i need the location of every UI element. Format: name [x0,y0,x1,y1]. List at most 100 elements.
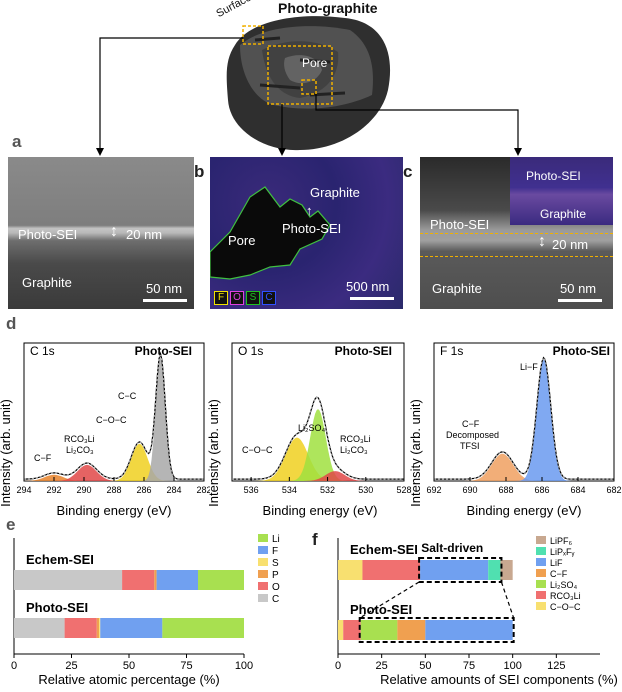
xtick-label-2: 50 [123,660,135,672]
legend-s: S [246,291,260,305]
ylabel-c1s: Intensity (arb. unit) [0,399,13,507]
arrow-b: ↑ [306,203,313,218]
peak-2 [232,471,404,481]
xlabel-f1s: Binding energy (eV) [467,503,582,518]
xlabel-c1s: Binding energy (eV) [57,503,172,518]
bar-1-F [100,618,163,638]
element-legend: F O S C [214,291,276,305]
bar-1-S [99,618,101,638]
bar-0-Li [198,570,244,590]
annot-cc: C−C [118,391,137,401]
xtick-label-0: 692 [426,485,441,495]
salt-driven-label: Salt-driven [421,541,483,555]
xps-chart-f1s: Intensity (arb. unit) 692 690 688 686 684 682… [410,342,622,518]
tag-o1s: Photo-SEI [335,344,392,358]
bar-1-C−F [397,620,426,640]
category-label-0: Echem-SEI [350,542,418,557]
xtick-label-2: 532 [320,485,335,495]
bar-1-C−O−C [338,620,344,640]
xps-plot-f1s: 692 690 688 686 684 682 [426,342,622,495]
photo-sei-label-b: Photo-SEI [282,221,342,236]
legend-o: O [230,291,244,305]
xtick-label-3: 530 [358,485,373,495]
legend-swatch-1 [258,546,268,554]
legend-swatch-4 [536,580,546,588]
legend-label-4: O [272,582,280,593]
x-axis-label: Relative atomic percentage (%) [38,672,219,687]
legend-label-5: RCO₃Li [550,591,581,601]
x-axis-label: Relative amounts of SEI components (%) [380,672,618,687]
tag-c1s: Photo-SEI [135,344,192,358]
bar-1-P [96,618,100,638]
ylabel-o1s: Intensity (arb. unit) [208,399,221,507]
title-o1s: O 1s [238,344,263,358]
legend-swatch-2 [536,558,546,566]
xtick-label-3: 75 [463,660,475,672]
category-label-1: Photo-SEI [26,600,88,615]
pore-box-small [301,79,317,95]
legend-label-4: Li₂SO₄ [550,580,578,590]
legend-label-6: C−O−C [550,602,581,612]
title-c1s: C 1s [30,344,55,358]
graphite-particle-illustration [96,16,522,156]
bar-0-O [122,570,155,590]
bar-1-O [64,618,97,638]
legend-label-1: LiPₓFᵧ [550,547,574,557]
scale-bar-a [143,299,187,302]
title-f1s: F 1s [440,344,463,358]
legend-swatch-3 [258,570,268,578]
panel-label-a: a [12,132,22,151]
pore-shape [210,186,331,280]
annot-decomposed: Decomposed [446,430,499,440]
legend-label-0: LiPF₆ [550,536,573,546]
xtick-label-0: 294 [16,485,31,495]
xtick-label-2: 688 [498,485,513,495]
legend-swatch-2 [258,558,268,566]
xtick-label-6: 282 [196,485,210,495]
xtick-label-0: 536 [244,485,259,495]
xtick-label-4: 100 [235,660,253,672]
pore-box [267,45,333,105]
pore-label-b: Pore [228,233,256,248]
xtick-label-3: 75 [180,660,192,672]
salt-box-echem [418,557,503,583]
inset-graphite-label: Graphite [540,207,587,221]
annot-rco3li-c1s: RCO₃Li [64,434,95,444]
annot-rco3li-o1s: RCO₃Li [340,434,371,444]
legend-label-0: Li [272,534,280,545]
annot-cf-f1s: C−F [462,419,480,429]
thickness-label-c: 20 nm [552,237,589,252]
annot-cf-c1s: C−F [34,453,52,463]
category-label-1: Photo-SEI [350,602,412,617]
eds-map-b: Graphite Pore ↑ Photo-SEI F O S C 500 nm [210,157,403,309]
bar-1-RCO₃Li [343,620,361,640]
scale-bar-c [558,299,602,302]
xtick-label-4: 684 [570,485,585,495]
inset-sei-label: Photo-SEI [526,169,581,183]
arrow-a: ↕ [110,223,118,240]
bar-0-P [154,570,157,590]
peak-0 [434,453,614,481]
legend-label-2: S [272,558,279,569]
panel-label-d: d [6,314,17,333]
panel-label-b: b [194,162,205,181]
salt-link-right [500,581,515,619]
legend-swatch-5 [536,591,546,599]
top-title: Photo-graphite [278,0,378,16]
bar-1-LiF [425,620,513,640]
peak-1 [232,409,404,481]
annot-lif: Li−F [520,362,538,372]
bar-1-Li₂SO₄ [360,620,398,640]
pore-label: Pore [302,56,328,70]
graphite-label-c: Graphite [432,281,482,296]
salt-box-photo [358,617,515,643]
xtick-label-5: 125 [547,660,565,672]
xtick-label-1: 25 [65,660,77,672]
ylabel-f1s: Intensity (arb. unit) [410,399,423,507]
xtick-label-0: 0 [11,660,17,672]
xtick-label-2: 290 [76,485,91,495]
xtick-label-1: 292 [46,485,61,495]
bar-0-LiF [420,560,489,580]
panel-label-e: e [6,515,16,534]
